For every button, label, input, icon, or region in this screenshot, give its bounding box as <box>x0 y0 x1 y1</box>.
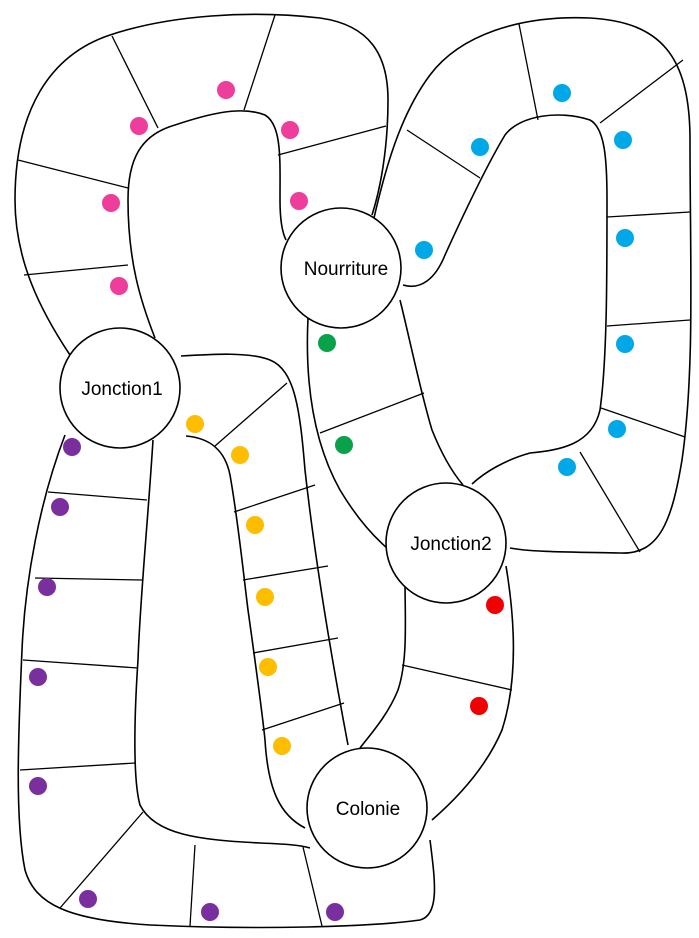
pheromone-dot <box>231 446 249 464</box>
pheromone-dot <box>102 194 120 212</box>
pheromone-dot <box>553 84 571 102</box>
node-colonie: Colonie <box>306 747 428 869</box>
pheromone-dot <box>186 415 204 433</box>
path-jonction2-colonie <box>359 565 515 821</box>
pheromone-dot <box>63 438 81 456</box>
pheromone-dot <box>281 121 299 139</box>
pheromone-dot <box>614 131 632 149</box>
pheromone-dot <box>415 241 433 259</box>
path-jonction1-nourriture <box>14 13 389 356</box>
pheromone-dot <box>616 335 634 353</box>
pheromone-dot <box>259 658 277 676</box>
pheromone-dot <box>326 903 344 921</box>
pheromone-dot <box>616 229 634 247</box>
path-jonction1-colonie-outer <box>17 434 436 929</box>
pheromone-dot <box>29 777 47 795</box>
pheromone-dot <box>51 498 69 516</box>
pheromone-dot <box>335 436 353 454</box>
pheromone-dot <box>256 588 274 606</box>
pheromone-dot <box>318 334 336 352</box>
path-nourriture-jonction2-short <box>306 299 464 549</box>
pheromone-dot <box>110 277 128 295</box>
pheromone-dots <box>29 81 634 921</box>
pheromone-dot <box>486 596 504 614</box>
pheromone-dot <box>471 138 489 156</box>
node-nourriture: Nourriture <box>280 207 402 329</box>
node-jonction2-label: Jonction2 <box>410 534 491 555</box>
pheromone-dot <box>246 516 264 534</box>
pheromone-dot <box>130 117 148 135</box>
pheromone-dot <box>201 903 219 921</box>
pheromone-dot <box>273 737 291 755</box>
pheromone-dot <box>470 697 488 715</box>
pheromone-dot <box>79 890 97 908</box>
path-jonction1-colonie-inner <box>180 353 349 829</box>
node-jonction2: Jonction2 <box>385 482 507 604</box>
node-nourriture-label: Nourriture <box>304 259 388 280</box>
node-jonction1: Jonction1 <box>59 327 181 449</box>
pheromone-dot <box>608 420 626 438</box>
pheromone-dot <box>38 578 56 596</box>
path-nourriture-jonction2 <box>373 16 692 554</box>
pheromone-dot <box>217 81 235 99</box>
pheromone-dot <box>558 458 576 476</box>
pheromone-dot <box>29 668 47 686</box>
node-jonction1-label: Jonction1 <box>81 379 162 400</box>
node-colonie-label: Colonie <box>336 799 400 820</box>
pheromone-dot <box>290 192 308 210</box>
